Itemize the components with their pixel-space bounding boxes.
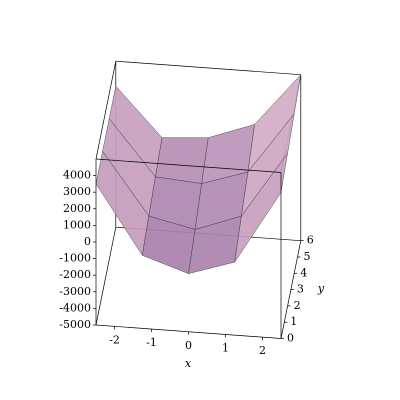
z-tick-label: 4000 (63, 169, 91, 182)
surface-patch (155, 137, 209, 184)
box-edge (95, 61, 117, 160)
y-tick-label: 1 (290, 315, 297, 328)
x-tick-label: -2 (109, 333, 120, 346)
z-tick-label: 0 (84, 235, 91, 248)
z-tick-label: -2000 (59, 268, 91, 281)
box-edge (95, 227, 117, 326)
y-tick-label: 6 (307, 234, 314, 247)
box-edge (95, 158, 282, 173)
z-tick-label: -1000 (59, 252, 91, 265)
y-tick-label: 2 (294, 299, 301, 312)
surface-patch (234, 153, 288, 263)
z-tick-label: -3000 (59, 285, 91, 298)
z-tick-label: 2000 (63, 202, 91, 215)
box-edge (115, 60, 301, 76)
y-axis-label: y (317, 282, 325, 295)
z-tick-label: 1000 (63, 218, 91, 231)
y-tick-label: 4 (300, 266, 307, 279)
x-axis-label: x (185, 357, 192, 370)
x-tick-label: -1 (146, 336, 157, 349)
z-tick-label: -4000 (59, 301, 91, 314)
z-tick-label: 3000 (63, 185, 91, 198)
y-tick-label: 5 (304, 250, 311, 263)
y-tick-label: 3 (297, 283, 304, 296)
y-tick-label: 0 (287, 332, 294, 345)
x-tick-label: 1 (222, 341, 229, 354)
x-tick-label: 0 (185, 339, 192, 352)
z-tick-label: -5000 (59, 318, 91, 331)
x-tick-label: 2 (259, 344, 266, 357)
